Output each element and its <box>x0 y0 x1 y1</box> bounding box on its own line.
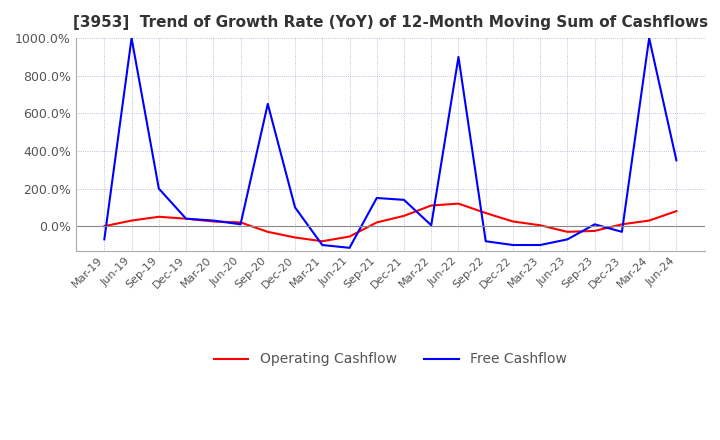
Operating Cashflow <box>563 229 572 235</box>
Free Cashflow <box>318 242 327 248</box>
Free Cashflow <box>236 222 245 227</box>
Operating Cashflow <box>427 203 436 208</box>
Operating Cashflow <box>454 201 463 206</box>
Operating Cashflow <box>618 222 626 227</box>
Free Cashflow <box>427 223 436 228</box>
Operating Cashflow <box>672 209 680 214</box>
Operating Cashflow <box>645 218 654 223</box>
Operating Cashflow <box>482 210 490 216</box>
Operating Cashflow <box>590 228 599 234</box>
Operating Cashflow <box>209 219 217 224</box>
Free Cashflow <box>508 242 517 248</box>
Free Cashflow <box>563 237 572 242</box>
Operating Cashflow <box>536 223 544 228</box>
Free Cashflow <box>454 54 463 59</box>
Operating Cashflow <box>264 229 272 235</box>
Free Cashflow <box>127 36 136 41</box>
Free Cashflow <box>618 229 626 235</box>
Operating Cashflow <box>372 220 381 225</box>
Operating Cashflow <box>400 213 408 219</box>
Line: Operating Cashflow: Operating Cashflow <box>104 204 676 241</box>
Free Cashflow <box>291 205 300 210</box>
Operating Cashflow <box>291 235 300 240</box>
Operating Cashflow <box>127 218 136 223</box>
Free Cashflow <box>400 197 408 202</box>
Operating Cashflow <box>318 238 327 244</box>
Free Cashflow <box>155 186 163 191</box>
Operating Cashflow <box>181 216 190 221</box>
Free Cashflow <box>264 101 272 106</box>
Operating Cashflow <box>155 214 163 220</box>
Free Cashflow <box>482 238 490 244</box>
Operating Cashflow <box>345 234 354 239</box>
Free Cashflow <box>209 218 217 223</box>
Operating Cashflow <box>508 219 517 224</box>
Free Cashflow <box>100 237 109 242</box>
Line: Free Cashflow: Free Cashflow <box>104 38 676 248</box>
Free Cashflow <box>645 36 654 41</box>
Free Cashflow <box>181 216 190 221</box>
Free Cashflow <box>345 245 354 250</box>
Free Cashflow <box>372 195 381 201</box>
Free Cashflow <box>536 242 544 248</box>
Free Cashflow <box>672 158 680 163</box>
Free Cashflow <box>590 222 599 227</box>
Title: [3953]  Trend of Growth Rate (YoY) of 12-Month Moving Sum of Cashflows: [3953] Trend of Growth Rate (YoY) of 12-… <box>73 15 708 30</box>
Operating Cashflow <box>100 224 109 229</box>
Operating Cashflow <box>236 220 245 225</box>
Legend: Operating Cashflow, Free Cashflow: Operating Cashflow, Free Cashflow <box>208 347 572 372</box>
